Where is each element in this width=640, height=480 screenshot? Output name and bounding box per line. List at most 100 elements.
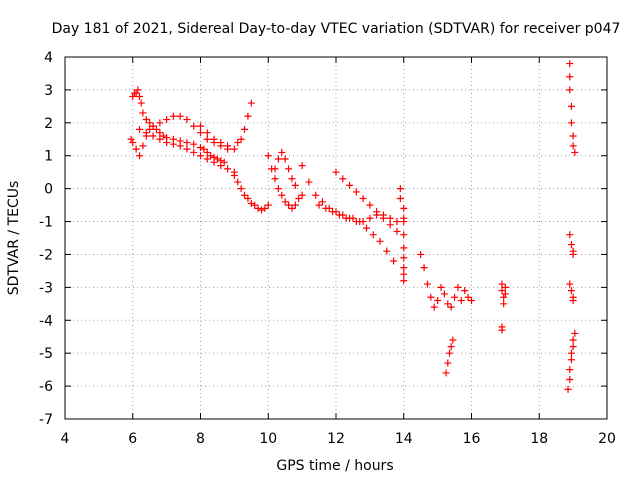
data-point	[139, 109, 147, 117]
data-point	[142, 129, 150, 137]
data-point	[271, 175, 279, 183]
sat-trace-k	[396, 185, 408, 285]
sat-trace-p	[564, 329, 579, 393]
data-point	[349, 214, 357, 222]
sat-trace-j	[315, 201, 398, 265]
data-point	[500, 293, 508, 301]
y-tick-label: 3	[44, 83, 53, 99]
data-point	[386, 214, 394, 222]
data-point	[264, 152, 272, 160]
data-point	[366, 201, 374, 209]
data-point	[203, 155, 211, 163]
data-point	[567, 356, 575, 364]
data-point	[203, 148, 211, 156]
data-point	[278, 191, 286, 199]
data-point	[152, 125, 160, 133]
data-point	[400, 254, 408, 262]
data-point	[569, 250, 577, 258]
data-point	[210, 158, 218, 166]
data-point	[400, 270, 408, 278]
data-point	[434, 297, 442, 305]
data-point	[244, 195, 252, 203]
data-point	[247, 99, 255, 107]
data-point	[134, 86, 142, 94]
data-point	[393, 218, 401, 226]
data-point	[274, 185, 282, 193]
data-point	[220, 158, 228, 166]
data-point	[305, 178, 313, 186]
axis-ticks	[64, 56, 608, 420]
data-point	[569, 336, 577, 344]
data-point	[461, 287, 469, 295]
data-point	[346, 181, 354, 189]
data-point	[237, 185, 245, 193]
data-point	[386, 221, 394, 229]
data-point	[449, 336, 457, 344]
data-point	[285, 201, 293, 209]
data-point	[356, 218, 364, 226]
data-point	[342, 214, 350, 222]
data-point	[127, 135, 135, 143]
data-point	[197, 122, 204, 130]
data-point	[417, 250, 425, 258]
data-point	[271, 165, 279, 173]
sat-trace-l	[417, 250, 475, 311]
data-point	[396, 195, 404, 203]
data-point	[129, 92, 137, 100]
data-point	[288, 175, 296, 183]
data-point	[566, 73, 574, 81]
data-point	[430, 303, 438, 311]
data-point	[569, 343, 577, 351]
data-point	[567, 287, 575, 295]
data-point	[281, 198, 289, 206]
data-point	[176, 142, 184, 150]
data-point	[332, 168, 340, 176]
data-point	[197, 152, 204, 160]
sat-trace-n	[498, 280, 509, 334]
data-point	[183, 139, 191, 147]
data-point	[566, 60, 574, 68]
data-point	[230, 171, 238, 179]
data-point	[190, 140, 198, 148]
y-axis-label: SDTVAR / TECUs	[6, 181, 22, 296]
data-point	[427, 293, 435, 301]
data-point	[234, 178, 242, 186]
y-tick-label: -5	[39, 346, 53, 362]
data-point	[423, 280, 431, 288]
x-axis-label: GPS time / hours	[276, 458, 393, 474]
chart-title: Day 181 of 2021, Sidereal Day-to-day VTE…	[52, 21, 621, 37]
data-point	[400, 277, 408, 285]
data-point	[298, 162, 306, 170]
data-point	[183, 116, 191, 124]
y-tick-label: -2	[39, 247, 53, 263]
x-tick-label: 6	[128, 431, 137, 447]
data-point	[163, 116, 171, 124]
data-point	[329, 208, 337, 216]
data-point	[169, 140, 177, 148]
data-point	[379, 214, 387, 222]
data-point	[257, 206, 265, 214]
data-point	[566, 86, 574, 94]
data-point	[298, 191, 306, 199]
sat-trace-o	[566, 60, 579, 305]
data-point	[400, 244, 408, 252]
data-point	[254, 204, 262, 212]
data-point	[183, 145, 191, 153]
sat-trace-i	[332, 168, 401, 235]
data-point	[566, 376, 574, 384]
data-point	[352, 188, 360, 196]
y-tick-label: -1	[39, 215, 53, 231]
data-point	[567, 349, 575, 357]
x-tick-label: 18	[530, 431, 548, 447]
data-point	[139, 142, 147, 150]
data-point	[136, 152, 144, 160]
data-point	[156, 135, 164, 143]
data-point	[241, 191, 249, 199]
data-point	[247, 199, 255, 207]
data-point	[146, 119, 154, 127]
data-point	[564, 385, 572, 393]
data-point	[264, 201, 272, 209]
data-point	[566, 280, 574, 288]
